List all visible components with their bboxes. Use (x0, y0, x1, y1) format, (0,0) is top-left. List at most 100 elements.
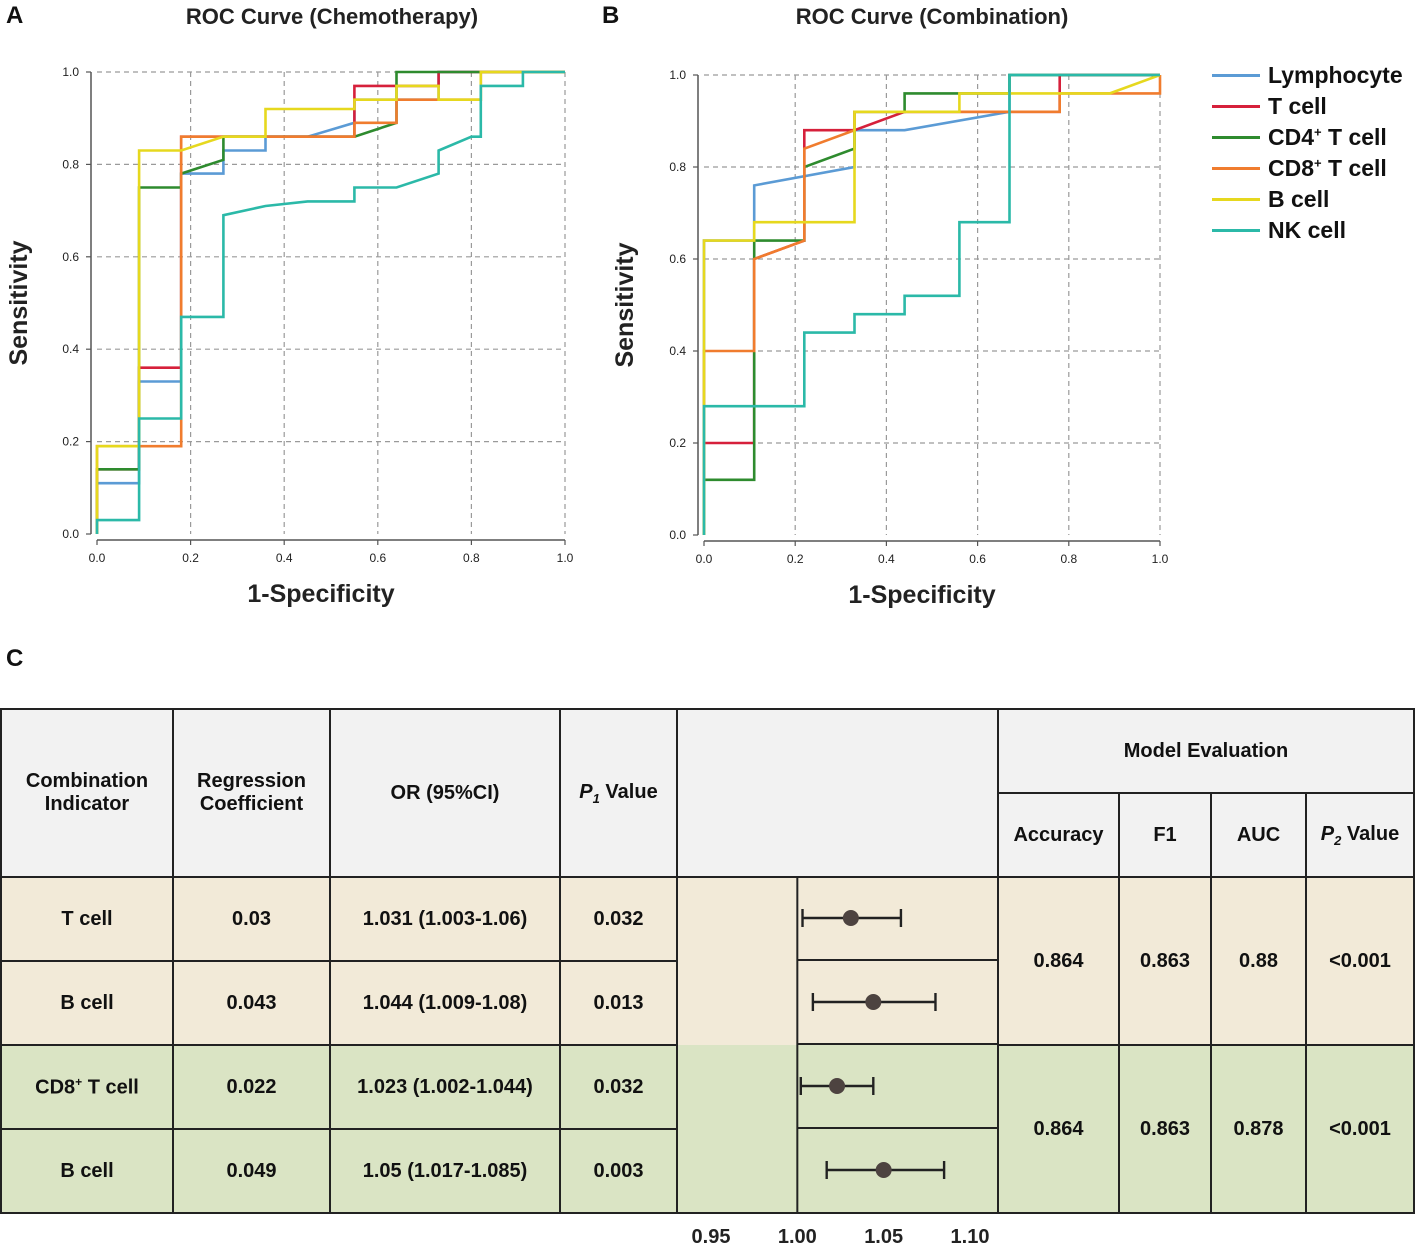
legend-label-cd4: CD4+ T cell (1268, 124, 1387, 150)
indicator-cell: T cell (0, 876, 174, 962)
header-coefficient: Regression Coefficient (172, 708, 331, 878)
legend-label-t-cell: T cell (1268, 93, 1327, 119)
y-tick-label: 0.6 (669, 252, 686, 266)
auc-cell: 0.878 (1210, 1044, 1307, 1214)
legend-item-t-cell: T cell (1212, 91, 1403, 122)
header-or: OR (95%CI) (329, 708, 561, 878)
roc-series-cd4 (95, 70, 565, 534)
indicator-cell: CD8+ T cell (0, 1044, 174, 1130)
or-cell: 1.031 (1.003-1.06) (329, 876, 561, 962)
header-accuracy: Accuracy (997, 792, 1120, 878)
or-cell: 1.023 (1.002-1.044) (329, 1044, 561, 1130)
y-tick-label: 0.2 (669, 436, 686, 450)
roc-series-cd8 (95, 70, 565, 534)
y-tick-label: 0.4 (669, 344, 686, 358)
roc-series-cd4 (702, 73, 1160, 535)
forest-plot (796, 876, 998, 1212)
legend-label-lymphocyte: Lymphocyte (1268, 62, 1403, 88)
header-f1: F1 (1118, 792, 1212, 878)
panel-c-letter: C (6, 645, 24, 672)
p1-cell: 0.032 (559, 1044, 678, 1130)
y-tick-label: 0.4 (62, 342, 79, 356)
y-tick-label: 0.0 (669, 528, 686, 542)
legend-label-cd8: CD8+ T cell (1268, 155, 1387, 181)
x-tick-label: 0.0 (696, 552, 713, 566)
y-axis-label: Sensitivity (611, 242, 639, 367)
x-tick-label: 1.0 (557, 551, 574, 565)
forest-tick-label: 1.10 (951, 1226, 990, 1248)
panel-a-letter: A (6, 2, 24, 29)
coef-cell: 0.049 (172, 1128, 331, 1214)
x-tick-label: 0.4 (276, 551, 293, 565)
roc-series-b_cell (702, 73, 1161, 535)
header-forest-blank (676, 708, 999, 878)
header-p1: P1 Value (559, 708, 678, 878)
x-tick-label: 0.2 (182, 551, 199, 565)
y-tick-label: 0.2 (62, 435, 79, 449)
roc-series-b_cell (95, 70, 565, 534)
forest-point (865, 994, 882, 1010)
coef-cell: 0.03 (172, 876, 331, 962)
legend-swatch-t-cell (1212, 105, 1260, 108)
y-tick-label: 0.0 (62, 527, 79, 541)
indicator-cell: B cell (0, 960, 174, 1046)
f1-cell: 0.863 (1118, 1044, 1212, 1214)
or-cell: 1.05 (1.017-1.085) (329, 1128, 561, 1214)
x-tick-label: 0.6 (969, 552, 986, 566)
y-tick-label: 0.8 (669, 160, 686, 174)
chart-title: ROC Curve (Combination) (796, 4, 1069, 29)
roc-series-nk_cell (95, 70, 565, 534)
forest-tick-label: 0.95 (692, 1226, 731, 1248)
x-tick-label: 1.0 (1152, 552, 1169, 566)
p1-cell: 0.013 (559, 960, 678, 1046)
p2-cell: <0.001 (1305, 1044, 1415, 1214)
roc-series-t_cell (95, 70, 565, 534)
legend-item-nk-cell: NK cell (1212, 215, 1403, 246)
y-tick-label: 1.0 (669, 68, 686, 82)
y-axis-label: Sensitivity (5, 240, 33, 365)
y-tick-label: 0.8 (62, 157, 79, 171)
chart-title: ROC Curve (Chemotherapy) (186, 4, 478, 29)
forest-point (842, 910, 859, 926)
roc-series-cd8 (702, 75, 1162, 535)
legend-label-b-cell: B cell (1268, 186, 1330, 212)
accuracy-cell: 0.864 (997, 1044, 1120, 1214)
forest-point (875, 1162, 892, 1178)
f1-cell: 0.863 (1118, 876, 1212, 1046)
forest-tick-label: 1.05 (864, 1226, 903, 1248)
legend-item-b-cell: B cell (1212, 184, 1403, 215)
legend-item-cd4: CD4+ T cell (1212, 122, 1403, 153)
header-model-evaluation: Model Evaluation (997, 708, 1415, 794)
roc-chart-combination: 0.0 0.2 0.4 0.6 0.8 1.0 0.0 0.2 0.4 0.6 0.8 1.0 ROC … (611, 4, 1169, 609)
auc-cell: 0.88 (1210, 876, 1307, 1046)
legend-item-cd8: CD8+ T cell (1212, 153, 1403, 184)
x-tick-label: 0.4 (878, 552, 895, 566)
x-axis-label: 1-Specificity (247, 580, 394, 608)
x-tick-label: 0.6 (369, 551, 386, 565)
p1-cell: 0.003 (559, 1128, 678, 1214)
forest-tick-label: 1.00 (778, 1226, 817, 1248)
roc-chart-chemotherapy: 0.0 0.2 0.4 0.6 0.8 1.0 0.0 0.2 0.4 0.6 0.8 1.0 ROC … (5, 4, 574, 608)
roc-series-t_cell (702, 73, 1160, 535)
header-auc: AUC (1210, 792, 1307, 878)
roc-series-lymphocyte (702, 73, 1160, 535)
p1-cell: 0.032 (559, 876, 678, 962)
coef-cell: 0.043 (172, 960, 331, 1046)
y-tick-label: 0.6 (62, 250, 79, 264)
x-tick-label: 0.8 (463, 551, 480, 565)
x-axis-label: 1-Specificity (848, 581, 995, 609)
panel-b-letter: B (602, 2, 620, 29)
legend-swatch-cd4 (1212, 136, 1260, 139)
legend: Lymphocyte T cell CD4+ T cell CD8+ T cel… (1212, 60, 1403, 246)
x-tick-label: 0.0 (89, 551, 106, 565)
y-tick-label: 1.0 (62, 65, 79, 79)
legend-swatch-b-cell (1212, 198, 1260, 201)
roc-series-nk_cell (702, 73, 1160, 535)
legend-swatch-lymphocyte (1212, 74, 1260, 77)
header-indicator: Combination Indicator (0, 708, 174, 878)
indicator-cell: B cell (0, 1128, 174, 1214)
x-tick-label: 0.8 (1060, 552, 1077, 566)
legend-swatch-nk-cell (1212, 229, 1260, 232)
x-tick-label: 0.2 (787, 552, 804, 566)
header-p2: P2 Value (1305, 792, 1415, 878)
